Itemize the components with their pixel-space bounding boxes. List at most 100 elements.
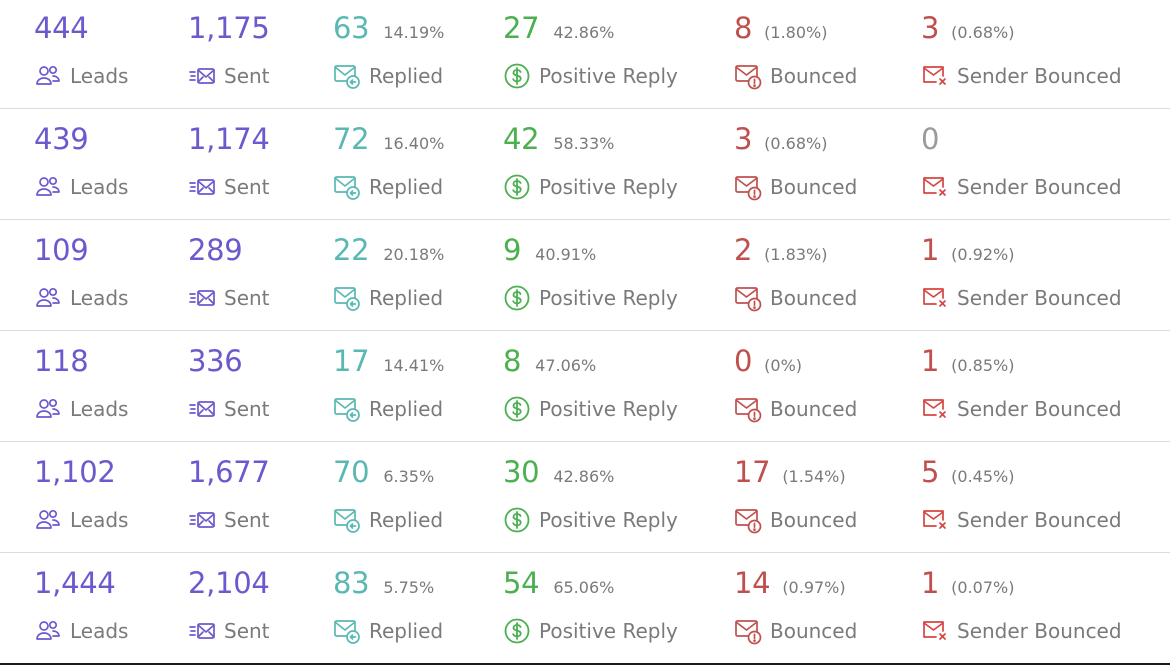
replied-label-line: Replied [333, 395, 443, 423]
positive-count: 8 [503, 344, 522, 378]
bounced-value-line: 3 (0.68%) [734, 121, 827, 157]
sent-label-line: Sent [188, 617, 270, 645]
leads-label: Leads [70, 175, 129, 199]
replied-value-line: 72 16.40% [333, 121, 444, 157]
sent-value-line: 336 [188, 343, 243, 379]
dollar-circle-icon [503, 617, 531, 645]
sender-bounced-value-line: 5 (0.45%) [921, 454, 1014, 490]
users-icon [34, 395, 62, 423]
bounced-label: Bounced [770, 286, 858, 310]
mail-alert-icon [734, 506, 762, 534]
bounced-count: 3 [734, 122, 753, 156]
mail-alert-icon [734, 617, 762, 645]
users-icon [34, 284, 62, 312]
positive-value-line: 54 65.06% [503, 565, 614, 601]
sent-label-line: Sent [188, 62, 270, 90]
sender-bounced-percent: (0.07%) [951, 578, 1015, 597]
leads-value-line: 109 [34, 232, 89, 268]
bounced-value-line: 2 (1.83%) [734, 232, 827, 268]
bounced-label-line: Bounced [734, 62, 857, 90]
table-row: 109 Leads 289 Sent 22 20.18% Replied 9 40.91% Pos… [0, 220, 1170, 331]
leads-value-line: 1,444 [34, 565, 116, 601]
send-mail-icon [188, 62, 216, 90]
replied-label-line: Replied [333, 617, 443, 645]
leads-count: 444 [34, 11, 89, 45]
sender-bounced-label: Sender Bounced [957, 619, 1122, 643]
table-row: 439 Leads 1,174 Sent 72 16.40% Replied 42 58.33%… [0, 109, 1170, 220]
bounced-percent: (0%) [764, 356, 803, 375]
replied-label: Replied [369, 64, 444, 88]
positive-value-line: 30 42.86% [503, 454, 614, 490]
positive-label: Positive Reply [539, 397, 678, 421]
replied-label-line: Replied [333, 284, 443, 312]
replied-count: 72 [333, 122, 370, 156]
sent-value-line: 289 [188, 232, 243, 268]
replied-label: Replied [369, 397, 444, 421]
bounced-percent: (1.83%) [764, 245, 828, 264]
replied-percent: 20.18% [383, 245, 445, 264]
leads-label: Leads [70, 64, 129, 88]
send-mail-icon [188, 395, 216, 423]
mail-alert-icon [734, 62, 762, 90]
mail-x-icon [921, 506, 949, 534]
replied-label-line: Replied [333, 173, 443, 201]
leads-label: Leads [70, 619, 129, 643]
leads-label: Leads [70, 397, 129, 421]
sent-count: 1,175 [188, 11, 270, 45]
bounced-count: 8 [734, 11, 753, 45]
sender-bounced-label: Sender Bounced [957, 397, 1122, 421]
reply-mail-icon [333, 62, 361, 90]
positive-label-line: Positive Reply [503, 173, 678, 201]
positive-percent: 65.06% [553, 578, 615, 597]
positive-label: Positive Reply [539, 286, 678, 310]
reply-mail-icon [333, 284, 361, 312]
reply-mail-icon [333, 617, 361, 645]
leads-label-line: Leads [34, 62, 128, 90]
sent-label: Sent [224, 508, 270, 532]
replied-label: Replied [369, 508, 444, 532]
sent-count: 289 [188, 233, 243, 267]
mail-alert-icon [734, 284, 762, 312]
positive-label: Positive Reply [539, 175, 678, 199]
sender-bounced-label-line: Sender Bounced [921, 173, 1122, 201]
bounced-value-line: 0 (0%) [734, 343, 802, 379]
leads-count: 1,444 [34, 566, 116, 600]
positive-label-line: Positive Reply [503, 284, 678, 312]
sender-bounced-label-line: Sender Bounced [921, 395, 1122, 423]
bounced-label: Bounced [770, 619, 858, 643]
bounced-label-line: Bounced [734, 506, 857, 534]
sender-bounced-percent: (0.45%) [951, 467, 1015, 486]
positive-label-line: Positive Reply [503, 62, 678, 90]
users-icon [34, 62, 62, 90]
replied-value-line: 63 14.19% [333, 10, 444, 46]
sent-label-line: Sent [188, 284, 270, 312]
bounced-count: 2 [734, 233, 753, 267]
leads-label-line: Leads [34, 284, 128, 312]
sent-label-line: Sent [188, 395, 270, 423]
sent-label: Sent [224, 397, 270, 421]
leads-label: Leads [70, 508, 129, 532]
dollar-circle-icon [503, 173, 531, 201]
dollar-circle-icon [503, 506, 531, 534]
sender-bounced-count: 3 [921, 11, 940, 45]
bounced-percent: (0.68%) [764, 134, 828, 153]
bounced-label-line: Bounced [734, 284, 857, 312]
mail-x-icon [921, 284, 949, 312]
sender-bounced-label-line: Sender Bounced [921, 506, 1122, 534]
bounced-percent: (1.54%) [782, 467, 846, 486]
replied-count: 63 [333, 11, 370, 45]
mail-x-icon [921, 395, 949, 423]
bounced-count: 14 [734, 566, 771, 600]
positive-count: 9 [503, 233, 522, 267]
replied-value-line: 17 14.41% [333, 343, 444, 379]
send-mail-icon [188, 506, 216, 534]
leads-count: 439 [34, 122, 89, 156]
table-row: 444 Leads 1,175 Sent 63 14.19% Replied 27 42.86%… [0, 0, 1170, 109]
sent-value-line: 1,174 [188, 121, 270, 157]
replied-count: 83 [333, 566, 370, 600]
sender-bounced-value-line: 1 (0.85%) [921, 343, 1014, 379]
sender-bounced-count: 1 [921, 344, 940, 378]
users-icon [34, 617, 62, 645]
replied-value-line: 22 20.18% [333, 232, 444, 268]
leads-value-line: 444 [34, 10, 89, 46]
